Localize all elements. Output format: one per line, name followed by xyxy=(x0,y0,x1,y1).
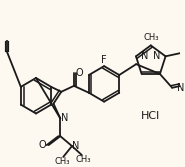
Text: O: O xyxy=(39,140,47,150)
Text: CH₃: CH₃ xyxy=(144,33,159,42)
Text: N: N xyxy=(61,113,69,123)
Text: N: N xyxy=(72,141,80,151)
Text: N: N xyxy=(153,51,161,61)
Text: N: N xyxy=(177,83,184,93)
Text: N: N xyxy=(141,51,148,61)
Text: O: O xyxy=(76,68,84,78)
Text: HCl: HCl xyxy=(141,111,160,121)
Text: F: F xyxy=(101,55,107,65)
Text: CH₃: CH₃ xyxy=(55,157,70,166)
Text: CH₃: CH₃ xyxy=(76,155,91,164)
